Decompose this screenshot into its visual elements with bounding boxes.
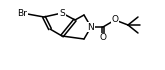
Text: O: O xyxy=(99,34,106,42)
Text: O: O xyxy=(112,15,118,24)
Text: S: S xyxy=(59,8,65,18)
Text: Br: Br xyxy=(17,8,27,18)
Text: N: N xyxy=(88,22,94,32)
